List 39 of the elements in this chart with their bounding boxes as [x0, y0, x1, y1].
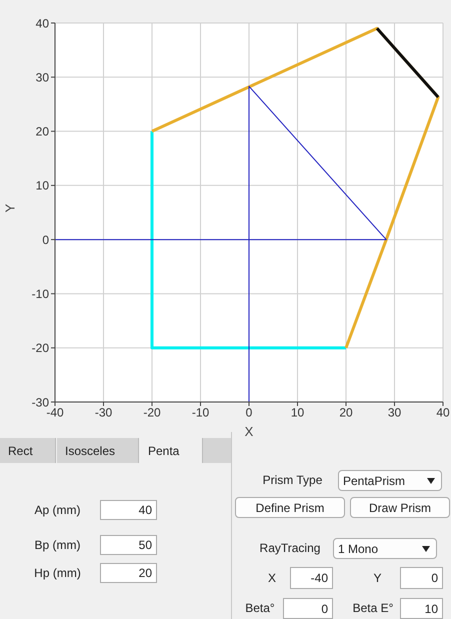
button: Define Prism	[235, 497, 345, 518]
text-field: 0	[283, 598, 333, 619]
text-field: -40	[290, 567, 333, 589]
text: Ap (mm)	[34, 503, 80, 517]
y-axis-title: Y	[2, 204, 18, 212]
x-tick-label: 30	[388, 406, 402, 420]
x-tick-label: 40	[436, 406, 450, 420]
text: Beta E°	[352, 601, 394, 615]
text: Hp (mm)	[34, 566, 81, 580]
text-field: 10	[400, 598, 443, 619]
text: Bp (mm)	[34, 538, 80, 552]
y-tick-label: -20	[32, 341, 50, 356]
text: Prism Type	[262, 473, 322, 487]
text: Beta°	[245, 601, 275, 615]
y-tick-label: -10	[32, 286, 50, 301]
text-field: 0	[400, 567, 443, 589]
y-tick-label: 20	[36, 124, 50, 139]
text: Y	[373, 571, 382, 585]
text: X	[268, 571, 276, 585]
x-tick-label: 10	[290, 406, 304, 420]
dropdown: 1 Mono	[333, 538, 437, 559]
text: RayTracing	[260, 541, 320, 555]
x-axis-title: X	[244, 424, 254, 439]
text-field: 20	[100, 563, 157, 583]
y-tick-label: 30	[36, 70, 50, 84]
dropdown: PentaPrism	[338, 470, 442, 491]
x-tick-label: 0	[246, 406, 253, 420]
x-tick-label: 20	[339, 406, 353, 420]
y-tick-label: 0	[42, 232, 50, 247]
x-tick-label: -10	[192, 406, 210, 420]
button: Draw Prism	[350, 497, 450, 518]
x-tick-label: -20	[143, 406, 161, 420]
text-field: 50	[100, 535, 157, 555]
y-tick-label: 10	[36, 178, 50, 193]
y-tick-label: 40	[36, 16, 50, 30]
tab: Isosceles	[57, 438, 139, 463]
text-field: 40	[100, 500, 157, 520]
tab: Rect	[0, 438, 56, 463]
x-tick-label: -30	[94, 406, 112, 420]
